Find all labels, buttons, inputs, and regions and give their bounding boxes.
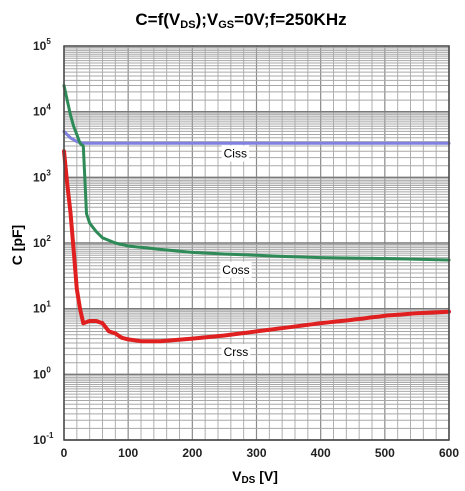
- y-tick-exp: 0: [46, 365, 51, 374]
- xlabel-part-3: [V]: [255, 468, 278, 484]
- xlabel-part-2: DS: [241, 475, 255, 486]
- y-tick-base: 10: [33, 105, 47, 119]
- y-tick-exp: 5: [46, 37, 51, 46]
- series-label-crss: Crss: [224, 345, 249, 359]
- series-label-bg: [221, 145, 249, 162]
- xlabel-part-1: V: [232, 468, 242, 484]
- y-tick-label: 105: [33, 37, 51, 53]
- chart-title: C=f(VDS);VGS=0V;f=250KHz: [135, 10, 346, 31]
- y-tick-base: 10: [33, 170, 47, 184]
- series-line-crss: [62, 149, 451, 344]
- series-label-ciss: Ciss: [224, 147, 247, 161]
- x-axis-label: VDS [V]: [232, 468, 278, 486]
- x-tick-labels: 0 100 200 300 400 500 600: [61, 446, 460, 460]
- y-tick-label: 101: [33, 300, 51, 316]
- y-tick-label: 10-1: [33, 431, 54, 447]
- y-tick-label: 100: [33, 365, 51, 381]
- x-tick-label: 0: [61, 446, 68, 460]
- y-tick-base: 10: [33, 367, 47, 381]
- y-tick-exp: -1: [46, 431, 54, 440]
- x-tick-label: 400: [311, 446, 331, 460]
- series-label-bg: [220, 261, 252, 278]
- x-tick-label: 200: [182, 446, 202, 460]
- y-tick-exp: 3: [46, 168, 51, 177]
- y-tick-exp: 2: [46, 234, 51, 243]
- x-tick-label: 500: [375, 446, 395, 460]
- x-tick-label: 100: [118, 446, 138, 460]
- series-line-ciss: [62, 129, 451, 145]
- title-part-1: C=f(V: [135, 10, 181, 29]
- y-tick-exp: 4: [46, 103, 51, 112]
- grid-lines: [63, 46, 450, 441]
- title-part-4: GS: [218, 19, 234, 31]
- title-part-3: );V: [196, 10, 219, 29]
- y-axis-label: C [pF]: [9, 225, 25, 265]
- y-tick-exp: 1: [46, 300, 51, 309]
- y-tick-label: 104: [33, 103, 51, 119]
- x-tick-label: 600: [439, 446, 459, 460]
- y-tick-label: 103: [33, 168, 51, 184]
- y-tick-base: 10: [33, 433, 47, 447]
- series-labels: Ciss Coss Crss: [220, 145, 252, 361]
- series-line-coss: [62, 84, 451, 262]
- title-part-2: DS: [180, 19, 195, 31]
- y-tick-base: 10: [33, 302, 47, 316]
- series-label-bg: [221, 344, 251, 361]
- series-lines: [62, 84, 451, 344]
- x-tick-label: 300: [246, 446, 266, 460]
- title-part-5: =0V;f=250KHz: [234, 10, 346, 29]
- y-tick-base: 10: [33, 39, 47, 53]
- plot-frame: [63, 45, 450, 441]
- series-label-coss: Coss: [222, 263, 249, 277]
- y-tick-label: 102: [33, 234, 51, 250]
- y-tick-base: 10: [33, 236, 47, 250]
